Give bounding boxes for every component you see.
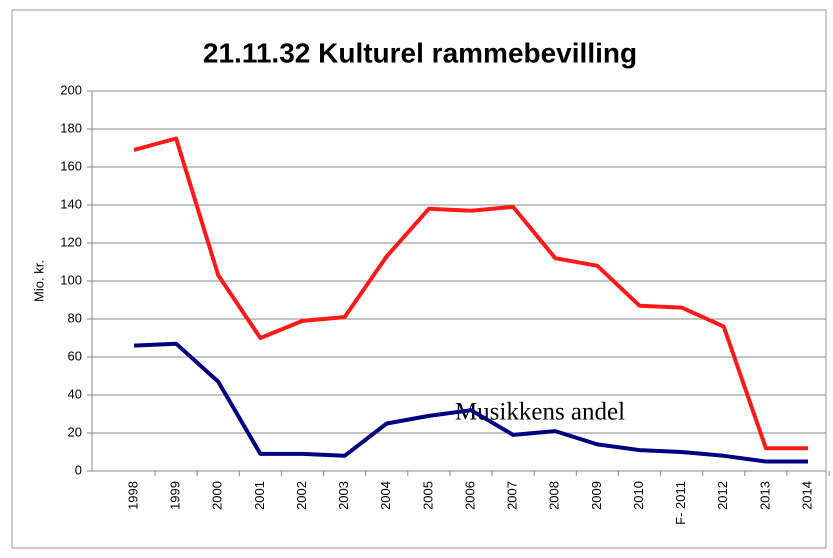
y-tick-label: 60	[68, 348, 82, 363]
y-axis-label: Mio. kr.	[31, 260, 46, 302]
x-tick-label: 2001	[252, 481, 267, 510]
y-tick-label: 100	[60, 272, 82, 287]
x-tick-label: 2000	[210, 481, 225, 510]
y-tick-label: 0	[75, 462, 82, 477]
series-line	[133, 136, 808, 451]
x-tick-label: 2003	[336, 481, 351, 510]
x-tick-label: 2002	[294, 481, 309, 510]
y-tick-label: 200	[60, 82, 82, 97]
y-tick-label: 120	[60, 234, 82, 249]
x-tick-label: 2004	[378, 481, 393, 510]
x-tick-label: 2007	[505, 481, 520, 510]
y-tick-label: 20	[68, 424, 82, 439]
x-tick-label: 2013	[757, 481, 772, 510]
x-tick-label: 2008	[547, 481, 562, 510]
y-tick-label: 160	[60, 158, 82, 173]
x-tick-label: 2009	[589, 481, 604, 510]
x-tick-label: 1999	[168, 481, 183, 510]
y-tick-label: 140	[60, 196, 82, 211]
x-tick-label: 2012	[715, 481, 730, 510]
y-tick-label: 40	[68, 386, 82, 401]
x-tick-label: 2006	[462, 481, 477, 510]
annotation: Musikkens andel	[455, 399, 625, 426]
x-tick-label: 2010	[631, 481, 646, 510]
y-tick-label: 80	[68, 310, 82, 325]
y-tick-label: 180	[60, 120, 82, 135]
chart-frame	[11, 9, 827, 549]
x-tick-label: 1998	[125, 481, 140, 510]
chart-title: 21.11.32 Kulturel rammebevilling	[203, 37, 637, 68]
x-tick-label: 2014	[799, 481, 814, 510]
x-tick-label: F- 2011	[673, 481, 688, 525]
series-line	[133, 341, 808, 464]
x-tick-label: 2005	[420, 481, 435, 510]
